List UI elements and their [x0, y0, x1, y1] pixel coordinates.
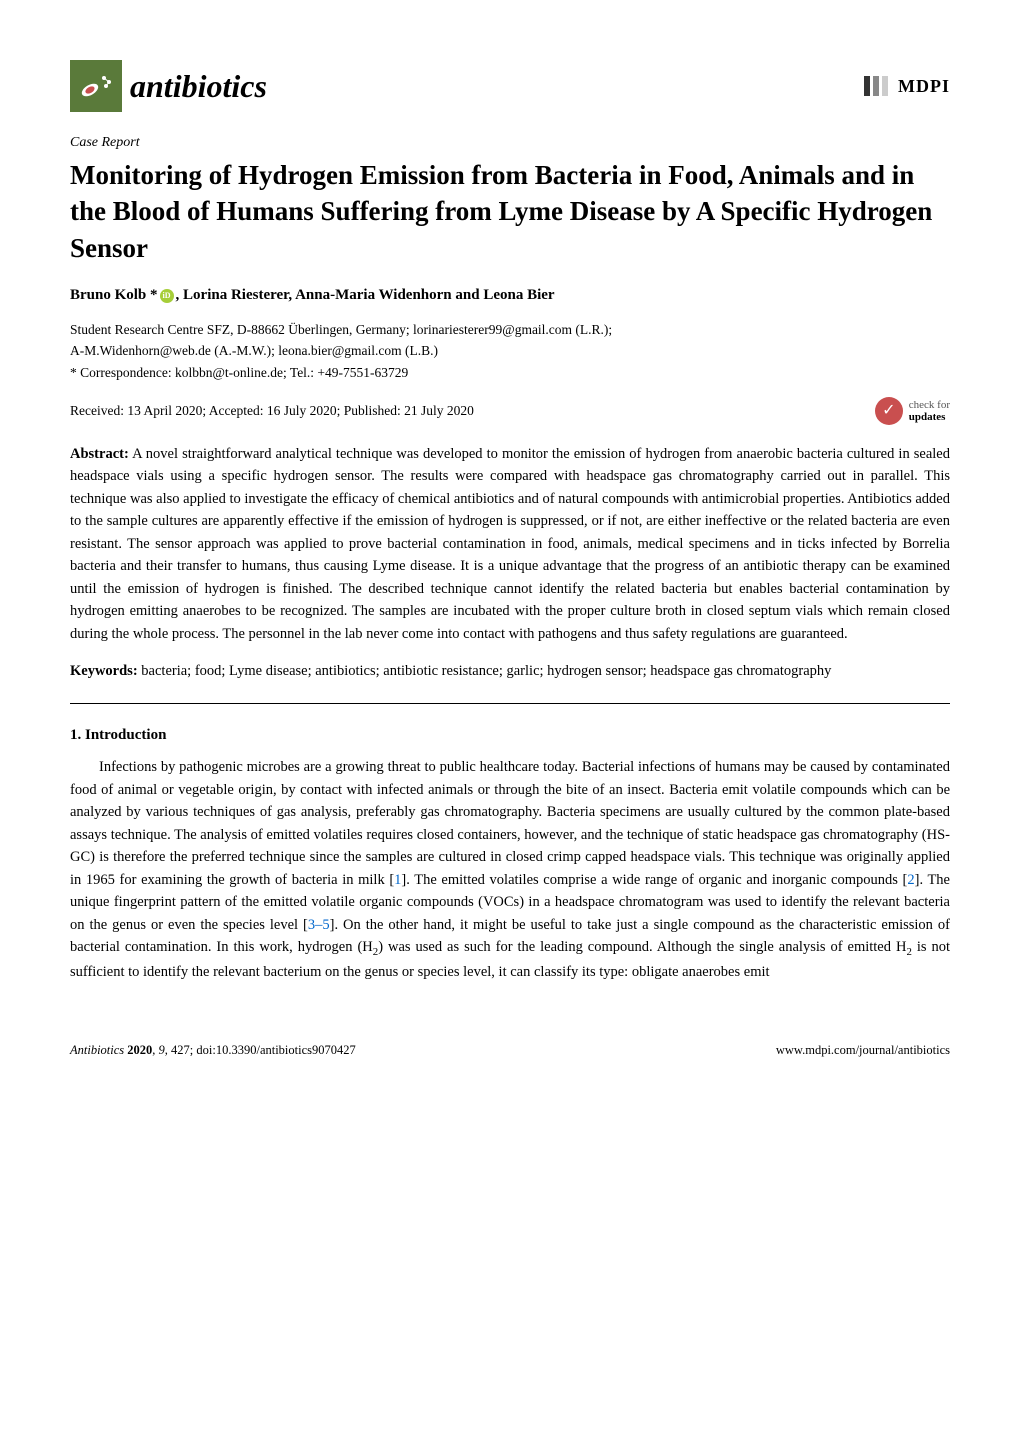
- affiliation-line-2: A-M.Widenhorn@web.de (A.-M.W.); leona.bi…: [70, 342, 950, 361]
- page-footer: Antibiotics 2020, 9, 427; doi:10.3390/an…: [70, 1033, 950, 1060]
- abstract-block: Abstract: A novel straightforward analyt…: [70, 443, 950, 645]
- journal-name: antibiotics: [130, 62, 267, 110]
- publisher-logo: MDPI: [860, 70, 950, 102]
- abstract-text: A novel straightforward analytical techn…: [70, 446, 950, 642]
- journal-logo-mark-icon: [70, 60, 122, 112]
- authors-rest: , Lorina Riesterer, Anna-Maria Widenhorn…: [176, 287, 555, 303]
- section-1-body: Infections by pathogenic microbes are a …: [70, 756, 950, 983]
- authors-line: Bruno Kolb * , Lorina Riesterer, Anna-Mar…: [70, 284, 950, 307]
- keywords-block: Keywords: bacteria; food; Lyme disease; …: [70, 661, 950, 683]
- footer-left: Antibiotics 2020, 9, 427; doi:10.3390/an…: [70, 1041, 356, 1060]
- section-divider: [70, 703, 950, 704]
- affiliation-line-1: Student Research Centre SFZ, D-88662 Übe…: [70, 321, 950, 340]
- abstract-label: Abstract:: [70, 446, 129, 462]
- orcid-icon[interactable]: [160, 289, 174, 303]
- ref-link-2[interactable]: 2: [907, 872, 914, 888]
- keywords-text: bacteria; food; Lyme disease; antibiotic…: [141, 663, 831, 679]
- publisher-name: MDPI: [898, 73, 950, 100]
- check-updates-text: check for updates: [909, 399, 950, 423]
- footer-right: www.mdpi.com/journal/antibiotics: [776, 1041, 950, 1060]
- author-corresponding: Bruno Kolb *: [70, 287, 158, 303]
- check-icon: [875, 397, 903, 425]
- footer-citation: 2020, 9, 427; doi:10.3390/antibiotics907…: [124, 1043, 356, 1057]
- mdpi-mark-icon: [860, 70, 892, 102]
- dates-row: Received: 13 April 2020; Accepted: 16 Ju…: [70, 397, 950, 425]
- correspondence: * Correspondence: kolbbn@t-online.de; Te…: [70, 363, 950, 383]
- article-type: Case Report: [70, 132, 950, 153]
- section-1-heading: 1. Introduction: [70, 724, 950, 747]
- footer-journal-italic: Antibiotics: [70, 1043, 124, 1057]
- ref-link-1[interactable]: 1: [394, 872, 401, 888]
- check-updates-top: check for: [909, 399, 950, 411]
- check-updates-bottom: updates: [909, 411, 950, 423]
- publication-dates: Received: 13 April 2020; Accepted: 16 Ju…: [70, 401, 474, 421]
- header-bar: antibiotics MDPI: [70, 60, 950, 112]
- keywords-label: Keywords:: [70, 663, 138, 679]
- ref-link-3-5[interactable]: 3–5: [308, 917, 330, 933]
- check-updates-badge[interactable]: check for updates: [875, 397, 950, 425]
- article-title: Monitoring of Hydrogen Emission from Bac…: [70, 157, 950, 266]
- journal-logo: antibiotics: [70, 60, 267, 112]
